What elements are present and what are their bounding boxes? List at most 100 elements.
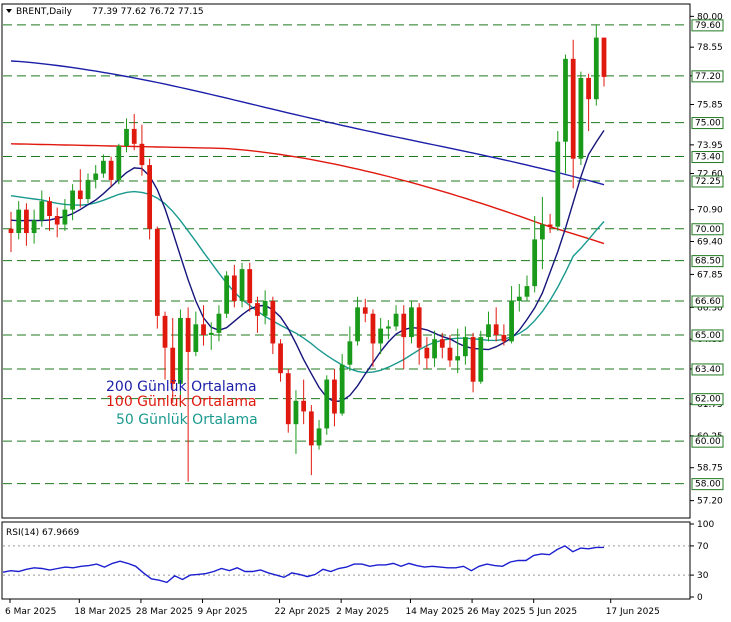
level-tag-label: 66.60 [695, 297, 721, 307]
candle [224, 271, 230, 318]
level-tag-box [691, 435, 724, 448]
candle [262, 290, 268, 325]
candle [54, 207, 60, 238]
candle [8, 211, 14, 253]
rsi-tick-label: 0 [697, 593, 703, 603]
candle [154, 226, 160, 329]
candle [439, 332, 445, 359]
dropdown-triangle-icon[interactable] [6, 9, 12, 13]
candle [170, 317, 176, 403]
candle [393, 305, 399, 331]
ma-100-line [10, 143, 605, 245]
time-tick-label: 5 Jun 2025 [529, 607, 577, 617]
price-tick-label: 73.95 [697, 141, 723, 151]
candle [101, 154, 106, 178]
candle [278, 339, 283, 382]
level-tag-label: 62.00 [695, 395, 721, 405]
price-tick-label: 58.75 [697, 464, 723, 474]
price-tick-label: 69.40 [697, 238, 723, 248]
candle [601, 37, 607, 87]
candle [201, 305, 206, 346]
candle [578, 71, 584, 166]
rsi-panel [1, 521, 691, 600]
candle [424, 337, 430, 369]
candle [316, 419, 322, 450]
candle [93, 165, 99, 189]
candle [509, 286, 514, 344]
level-tag-box [691, 295, 724, 308]
time-tick-label: 17 Jun 2025 [606, 607, 660, 617]
candle [432, 330, 437, 367]
price-tick-label: 75.85 [697, 101, 723, 111]
symbol-header: BRENT,Daily [16, 7, 73, 17]
candle [385, 320, 391, 340]
candle [347, 326, 353, 372]
level-tag-box [691, 478, 724, 491]
candle [570, 39, 576, 189]
candle [147, 158, 153, 240]
candle [555, 131, 561, 231]
level-tag-label: 79.60 [695, 21, 721, 31]
candle [162, 311, 168, 380]
time-tick-label: 9 Apr 2025 [198, 607, 248, 617]
level-tag-label: 65.00 [695, 331, 721, 341]
candle [108, 156, 114, 187]
candle [308, 405, 314, 476]
level-tag-box [691, 151, 724, 164]
price-tick-label: 57.20 [697, 497, 723, 507]
level-tag-box [691, 393, 724, 406]
level-tag-label: 70.00 [695, 225, 721, 235]
candle [193, 311, 199, 357]
candle [324, 375, 330, 435]
candle [547, 213, 553, 234]
candle [593, 24, 599, 106]
candle [208, 322, 214, 350]
level-tag-label: 58.00 [695, 480, 721, 490]
level-tag-label: 77.20 [695, 72, 721, 82]
candle [131, 114, 137, 151]
ma-200-line [10, 60, 605, 186]
candle [486, 311, 491, 342]
rsi-line [2, 545, 604, 584]
candle [401, 305, 407, 369]
level-tag-label: 68.50 [695, 257, 721, 267]
candle [185, 307, 191, 482]
candle [416, 303, 422, 365]
candle [116, 143, 122, 185]
ma-20-line [10, 130, 605, 403]
candle [247, 262, 253, 312]
candle [77, 169, 83, 208]
candle [501, 324, 507, 346]
level-tag-box [691, 70, 724, 83]
candle [293, 390, 299, 454]
price-tick-label: 72.60 [697, 170, 723, 180]
level-tag-box [691, 223, 724, 236]
level-tag-box [691, 363, 724, 376]
candle [447, 334, 453, 367]
candle [516, 283, 522, 312]
rsi-tick-label: 100 [697, 520, 714, 530]
candle [563, 54, 568, 174]
level-tags: 79.60 77.20 75.00 73.40 72.25 70.00 68.50 66.60… [691, 19, 724, 491]
candle [409, 300, 414, 344]
legend-50: 50 Günlük Ortalama [116, 412, 258, 428]
time-tick-label: 22 Apr 2025 [275, 607, 331, 617]
candle [31, 209, 37, 244]
support-resistance-lines [3, 24, 689, 485]
price-tick-label: 67.85 [697, 270, 723, 280]
candle [332, 368, 337, 427]
candle [455, 328, 461, 374]
candle [270, 296, 276, 355]
level-tag-box [691, 329, 724, 342]
legend-100: 100 Günlük Ortalama [106, 394, 257, 410]
price-tick-label: 66.30 [697, 303, 723, 313]
candle [478, 330, 484, 384]
candle [285, 368, 291, 433]
rsi-indicator: 100 70 30 0 [2, 520, 714, 603]
candle [532, 216, 538, 293]
candle [470, 332, 476, 393]
time-tick-label: 28 Mar 2025 [136, 607, 193, 617]
candle [62, 199, 68, 231]
time-tick-label: 18 Mar 2025 [74, 607, 131, 617]
